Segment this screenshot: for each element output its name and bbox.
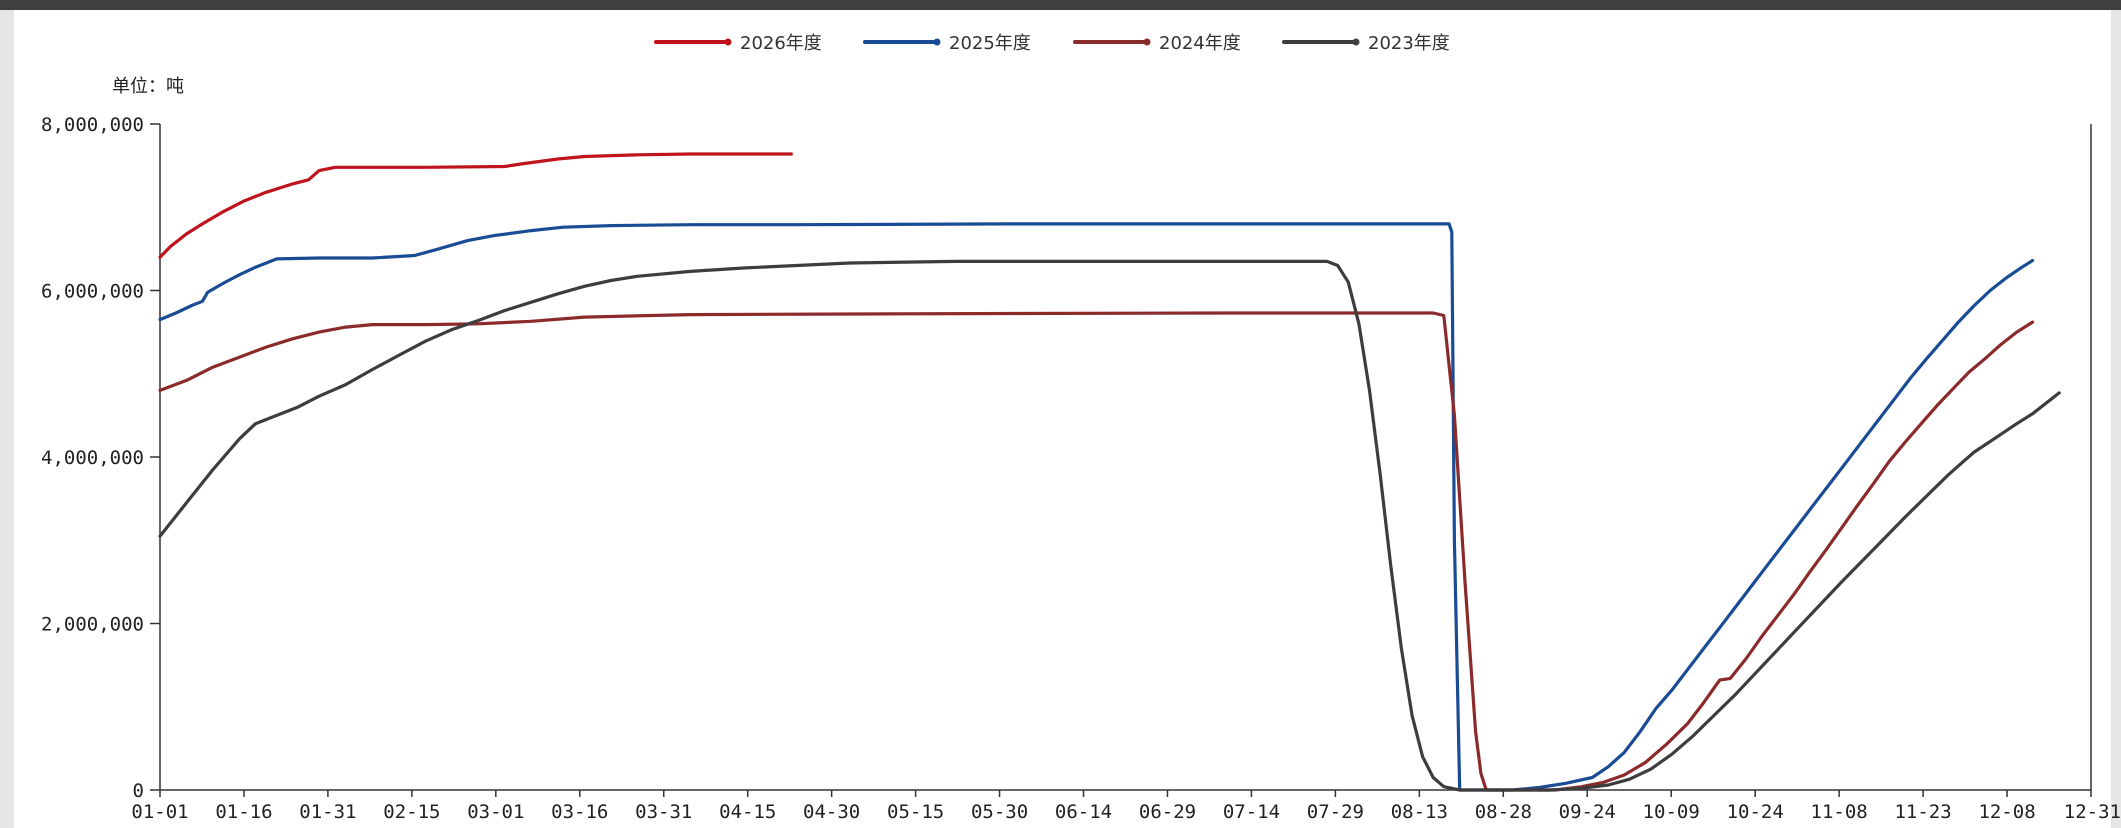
y-tick-label: 6,000,000 [41, 281, 144, 303]
right-edge-panel [2111, 10, 2121, 828]
x-tick-label: 03-01 [467, 801, 524, 823]
y-tick-label: 0 [133, 780, 144, 802]
y-tick-label: 2,000,000 [41, 614, 144, 636]
y-tick-label: 4,000,000 [41, 447, 144, 469]
legend-label: 2023年度 [1368, 33, 1450, 54]
x-tick-label: 02-15 [383, 801, 440, 823]
legend-label: 2025年度 [949, 33, 1031, 54]
x-tick-label: 12-31 [2064, 801, 2121, 823]
unit-label: 单位：吨 [112, 76, 184, 97]
legend-swatch-dot [724, 38, 732, 46]
legend-swatch-dot [1143, 38, 1151, 46]
x-tick-label: 05-15 [887, 801, 944, 823]
legend-label: 2026年度 [740, 33, 822, 54]
x-tick-label: 08-13 [1391, 801, 1448, 823]
x-tick-label: 10-24 [1727, 801, 1784, 823]
x-tick-label: 05-30 [971, 801, 1028, 823]
x-tick-label: 01-31 [299, 801, 356, 823]
legend-swatch-dot [933, 38, 941, 46]
x-tick-label: 07-14 [1223, 801, 1280, 823]
x-tick-label: 11-08 [1811, 801, 1868, 823]
left-edge-panel [0, 10, 14, 828]
series-lines [158, 152, 2061, 792]
x-tick-label: 01-16 [215, 801, 272, 823]
series-line-1 [158, 152, 793, 259]
legend-label: 2024年度 [1159, 33, 1241, 54]
x-tick-label: 08-28 [1475, 801, 1532, 823]
axes: 0 2,000,000 4,000,000 6,000,000 8,000,000 01-… [41, 114, 2121, 823]
y-tick-label: 8,000,000 [41, 114, 144, 136]
x-tick-label: 06-14 [1055, 801, 1112, 823]
x-tick-label: 11-23 [1894, 801, 1951, 823]
x-tick-label: 04-15 [719, 801, 776, 823]
x-tick-label: 06-29 [1139, 801, 1196, 823]
series-line-3 [158, 311, 2035, 792]
x-tick-label: 04-30 [803, 801, 860, 823]
x-tick-label: 03-16 [551, 801, 608, 823]
legend: 2026年度 2025年度 2024年度 2023年度 [654, 33, 1450, 54]
x-tick-label: 10-09 [1643, 801, 1700, 823]
x-tick-label: 01-01 [131, 801, 188, 823]
series-line-2 [158, 222, 2035, 792]
x-tick-label: 07-29 [1307, 801, 1364, 823]
top-rule [0, 0, 2121, 10]
legend-swatch-dot [1352, 38, 1360, 46]
x-tick-label: 12-08 [1978, 801, 2035, 823]
x-tick-label: 09-24 [1559, 801, 1616, 823]
x-tick-label: 03-31 [635, 801, 692, 823]
series-line-4 [158, 259, 2061, 792]
